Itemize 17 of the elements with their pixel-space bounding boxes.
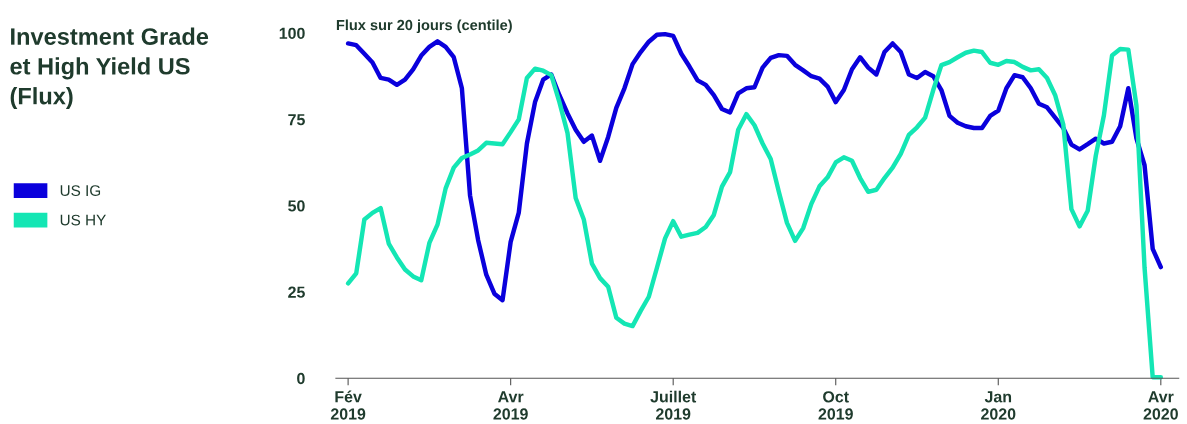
y-tick-label: 75 xyxy=(288,114,305,126)
y-tick-label: 25 xyxy=(288,286,305,298)
line-series xyxy=(345,46,1164,380)
x-tick-label: Fév 2019 xyxy=(330,390,366,420)
x-tick-label: Avr 2019 xyxy=(493,391,528,420)
y-tick-label: 0 xyxy=(297,372,305,385)
legend-label: US HY xyxy=(60,214,106,226)
x-tick-label: Jan 2020 xyxy=(981,391,1016,420)
y-axis-title: Flux sur 20 jours (centile) xyxy=(336,19,512,34)
line-series xyxy=(345,31,1164,303)
y-tick-label: 50 xyxy=(288,200,305,212)
x-tick-label: Oct 2019 xyxy=(818,391,853,420)
text: Investment Grade et High Yield US (Flux) xyxy=(10,27,209,110)
x-tick-label: Avr 2020 xyxy=(1143,391,1178,420)
x-tick-label: Juillet 2019 xyxy=(650,390,697,420)
y-tick-label: 100 xyxy=(279,27,305,40)
legend-label: US IG xyxy=(60,185,101,197)
